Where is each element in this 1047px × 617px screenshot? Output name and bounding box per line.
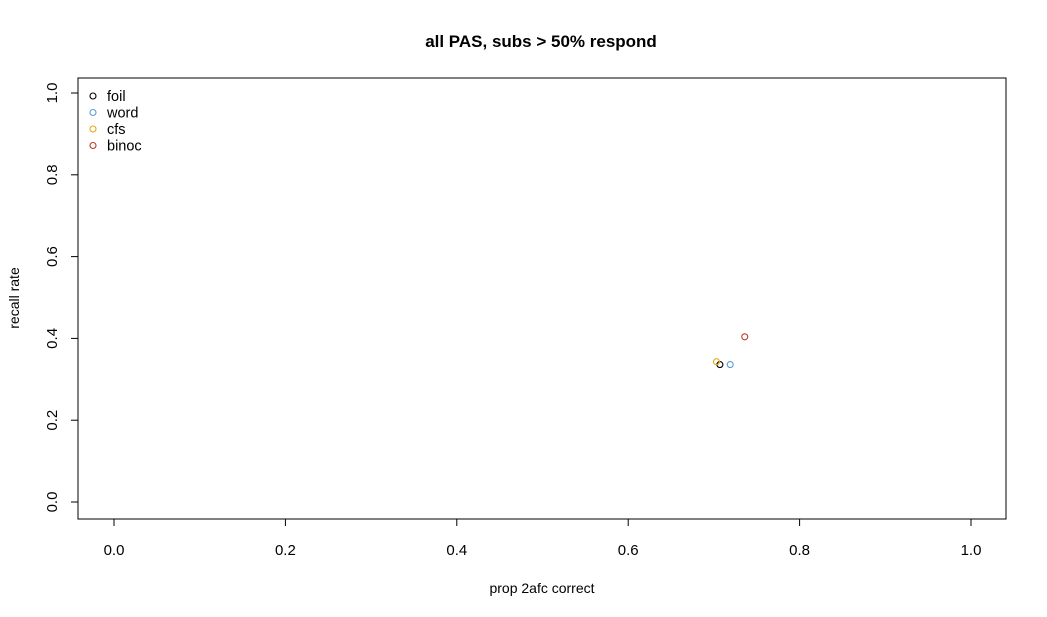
legend-label-foil: foil	[107, 89, 126, 105]
legend-marker-foil	[89, 92, 97, 100]
x-tick-label: 0.8	[789, 542, 810, 559]
y-tick-label: 0.8	[44, 164, 61, 185]
y-tick-label: 1.0	[44, 83, 61, 104]
data-points	[712, 333, 749, 369]
y-tick-label: 0.6	[44, 246, 61, 267]
legend-label-word: word	[106, 106, 138, 122]
y-tick-label: 0.4	[44, 328, 61, 349]
legend-marker-cfs	[89, 125, 97, 133]
x-tick-label: 0.0	[104, 542, 125, 559]
y-tick-label: 0.2	[44, 410, 61, 431]
x-tick-label: 0.2	[275, 542, 296, 559]
legend-label-cfs: cfs	[107, 122, 126, 138]
x-tick-label: 1.0	[961, 542, 982, 559]
y-axis-label: recall rate	[6, 267, 22, 329]
chart-title: all PAS, subs > 50% respond	[425, 32, 657, 51]
point-cfs	[712, 358, 721, 366]
point-word	[726, 361, 734, 369]
x-tick-label: 0.6	[618, 542, 639, 559]
x-axis-label: prop 2afc correct	[489, 580, 594, 596]
legend-marker-binoc	[89, 141, 97, 150]
y-axis: 0.0 0.2 0.4 0.6 0.8 1.0	[44, 83, 79, 513]
y-tick-label: 0.0	[44, 492, 61, 513]
point-binoc	[741, 333, 749, 341]
x-axis: 0.0 0.2 0.4 0.6 0.8 1.0	[104, 518, 982, 559]
legend-label-binoc: binoc	[107, 139, 142, 155]
legend-marker-word	[89, 108, 97, 117]
x-tick-label: 0.4	[446, 542, 467, 559]
plot-frame	[77, 77, 1007, 520]
